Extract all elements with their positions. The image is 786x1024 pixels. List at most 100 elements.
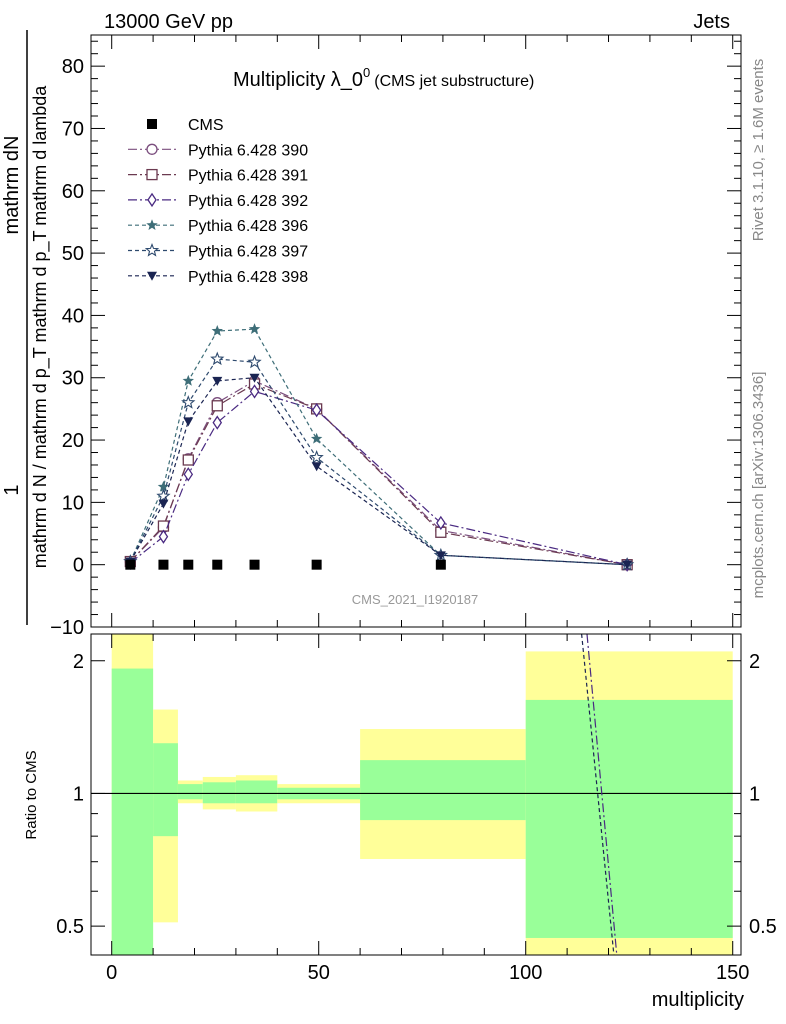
data-point	[436, 515, 446, 531]
legend-marker	[146, 168, 158, 181]
legend: CMS Pythia 6.428 390 Pythia 6.428 391 Pythi…	[128, 117, 308, 286]
data-point	[182, 374, 194, 386]
main-ytick-label: −10	[50, 617, 84, 639]
legend-marker	[147, 192, 157, 208]
legend-marker	[147, 119, 157, 129]
series-line	[129, 383, 628, 566]
main-ytick-label: 80	[62, 56, 84, 78]
legend-marker	[146, 143, 158, 155]
data-point	[183, 559, 194, 570]
chart-title-main: Multiplicity λ_0	[233, 69, 363, 91]
data-point	[183, 417, 194, 427]
main-ytick-label: 60	[62, 181, 84, 203]
legend-marker	[147, 271, 157, 281]
main-ytick-label: 0	[73, 555, 84, 577]
data-point	[158, 499, 169, 509]
data-point	[212, 559, 223, 570]
ratio-inner-band	[177, 784, 203, 800]
legend-label: Pythia 6.428 392	[188, 193, 308, 210]
data-point	[158, 559, 169, 570]
data-point	[435, 559, 446, 570]
xtick-label: 0	[106, 962, 117, 984]
main-ylabel-top: 1	[1, 484, 23, 495]
main-ytick-label: 70	[62, 118, 84, 140]
data-point	[311, 462, 322, 472]
main-ylabel-line1: mathrm dN	[1, 136, 23, 235]
legend-label: Pythia 6.428 397	[188, 244, 308, 261]
data-point	[211, 325, 223, 336]
ratio-bands	[111, 634, 733, 955]
legend-marker	[146, 219, 158, 231]
ratio-ytick-label-right: 0.5	[749, 916, 777, 938]
ratio-plot: 0.5 0.5 1 1 2 2 0 50 100 150	[56, 633, 777, 984]
ratio-frame	[90, 633, 742, 956]
series-cms	[125, 559, 446, 570]
ratio-ytick-label-left: 2	[73, 651, 84, 673]
chart-title-sub: (CMS jet substructure)	[374, 73, 534, 90]
ratio-ytick-label-left: 1	[73, 783, 84, 805]
data-point	[311, 559, 322, 570]
main-ytick-label: 50	[62, 243, 84, 265]
data-point	[157, 480, 170, 492]
data-point	[182, 454, 194, 466]
data-point	[212, 415, 223, 430]
header-right: Jets	[693, 11, 730, 33]
data-point	[435, 551, 446, 561]
data-point	[248, 323, 261, 334]
data-point	[183, 467, 194, 482]
data-point	[156, 488, 171, 503]
ratio-inner-band	[360, 760, 526, 821]
data-point	[210, 351, 225, 366]
ratio-inner-band	[111, 668, 154, 955]
data-point	[249, 373, 260, 383]
ratio-inner-band	[525, 699, 733, 938]
ratio-inner-band	[202, 782, 236, 804]
data-point	[247, 354, 262, 369]
series-pythia-6-428-391	[124, 378, 633, 571]
xtick-label: 50	[308, 962, 330, 984]
series-pythia-6-428-392	[125, 384, 632, 572]
data-point	[309, 449, 324, 464]
data-point	[181, 395, 196, 409]
series-pythia-6-428-397	[123, 351, 635, 571]
legend-label: Pythia 6.428 391	[188, 168, 308, 185]
ratio-inner-band	[235, 780, 278, 804]
legend-label: Pythia 6.428 390	[188, 142, 308, 159]
ratio-inner-band	[153, 743, 178, 837]
data-point	[622, 560, 633, 570]
xtick-label: 150	[716, 962, 749, 984]
series-line	[129, 358, 628, 566]
ratio-series-line	[586, 634, 618, 955]
ratio-series-line	[581, 634, 615, 955]
header-left: 13000 GeV pp	[104, 11, 233, 33]
main-ytick-label: 10	[62, 492, 84, 514]
data-point	[249, 384, 260, 399]
data-point	[310, 432, 323, 444]
chart-title-sup: 0	[363, 65, 370, 80]
x-axis-label: multiplicity	[652, 989, 744, 1011]
data-point	[212, 376, 223, 386]
legend-label: Pythia 6.428 398	[188, 269, 308, 286]
data-point	[311, 402, 322, 418]
main-ytick-label: 40	[62, 305, 84, 327]
ratio-ytick-label-right: 1	[749, 783, 760, 805]
series-pythia-6-428-390	[124, 375, 633, 571]
main-ytick-label: 20	[62, 430, 84, 452]
main-ytick-label: 30	[62, 368, 84, 390]
legend-label: CMS	[188, 117, 224, 134]
xtick-label: 100	[509, 962, 542, 984]
chart-title: Multiplicity λ_00 (CMS jet substructure)	[233, 65, 534, 91]
watermark: CMS_2021_I1920187	[352, 592, 479, 607]
data-point	[211, 400, 223, 412]
series-line	[129, 390, 628, 566]
main-ylabel-line2: mathrm d N / mathrm d p_T mathrm d p_T m…	[30, 85, 51, 568]
data-point	[125, 559, 136, 570]
series-pythia-6-428-396	[124, 323, 633, 570]
ratio-ylabel: Ratio to CMS	[23, 750, 40, 839]
data-point	[249, 559, 260, 570]
main-frame	[90, 34, 742, 628]
right-label-bottom: mcplots.cern.ch [arXiv:1306.3436]	[750, 372, 767, 599]
series-pythia-6-428-398	[125, 373, 633, 570]
